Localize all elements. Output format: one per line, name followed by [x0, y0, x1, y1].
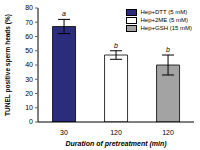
svg-text:0: 0: [29, 118, 33, 125]
html-text:Hep+2ME (5 mM): Hep+2ME (5 mM): [140, 17, 188, 23]
svg-text:10: 10: [25, 104, 33, 111]
svg-text:120: 120: [162, 129, 174, 136]
svg-text:40: 40: [25, 61, 33, 68]
svg-text:b: b: [114, 42, 118, 49]
html-text:Hep+GSH (15 mM): Hep+GSH (15 mM): [140, 25, 192, 31]
svg-text:30: 30: [60, 129, 68, 136]
svg-text:60: 60: [25, 33, 33, 40]
svg-text:TUNEL positive sperm heads (%): TUNEL positive sperm heads (%): [8, 14, 12, 116]
html-text:Hep+DTT (5 mM): Hep+DTT (5 mM): [140, 9, 188, 15]
svg-text:a: a: [62, 10, 66, 17]
svg-text:Duration of pretreatment (min): Duration of pretreatment (min): [65, 140, 167, 148]
svg-text:80: 80: [25, 4, 33, 11]
svg-text:30: 30: [25, 76, 33, 83]
svg-text:b: b: [166, 46, 170, 53]
svg-text:20: 20: [25, 90, 33, 97]
svg-text:50: 50: [25, 47, 33, 54]
svg-text:120: 120: [110, 129, 122, 136]
svg-text:70: 70: [25, 19, 33, 26]
